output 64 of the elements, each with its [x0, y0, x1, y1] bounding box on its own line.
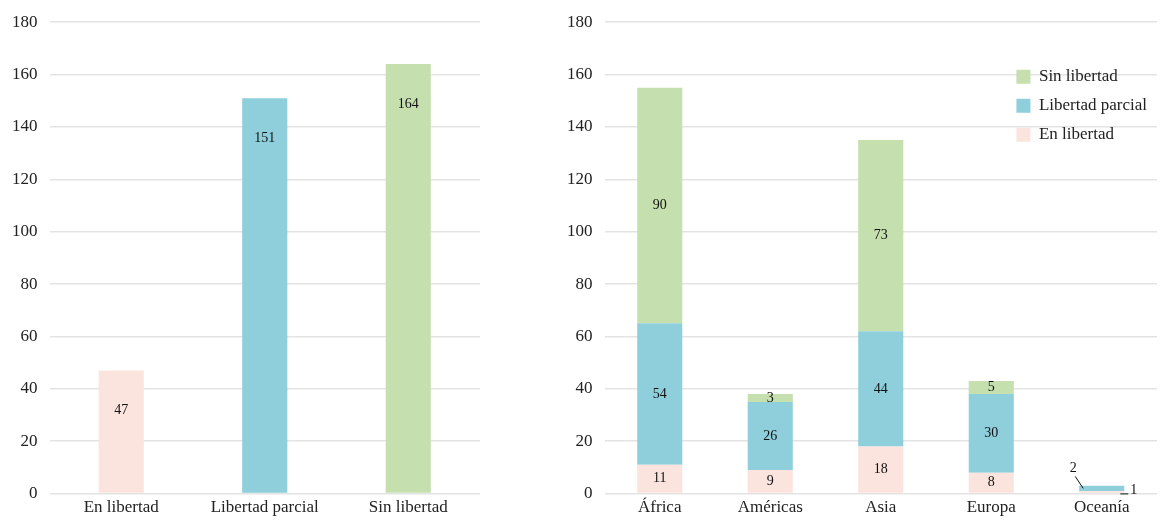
data-label: 9: [766, 473, 774, 489]
y-tick-label: 100: [12, 221, 38, 241]
data-label: 11: [653, 470, 667, 486]
data-label: 8: [987, 474, 995, 490]
y-tick-label: 180: [12, 11, 38, 31]
bar: [385, 64, 431, 493]
bar: [637, 323, 683, 465]
y-tick-label: 180: [567, 11, 593, 31]
data-label: 3: [766, 389, 774, 405]
x-tick-label: Oceanía: [1073, 497, 1131, 517]
y-tick-label: 60: [575, 325, 593, 345]
data-label: 90: [652, 197, 667, 213]
x-tick-label: Europa: [966, 497, 1017, 517]
legend-label: En libertad: [1038, 124, 1115, 144]
bar: [747, 394, 793, 402]
y-tick-label: 140: [567, 116, 593, 136]
data-label: 44: [873, 380, 888, 396]
data-label: 54: [652, 385, 667, 401]
bar: [968, 394, 1014, 473]
data-label: 47: [114, 402, 129, 418]
bar: [637, 87, 683, 324]
data-label: 26: [763, 427, 778, 443]
data-label: 18: [873, 461, 888, 477]
y-tick-label: 0: [584, 483, 593, 503]
y-tick-label: 80: [20, 273, 38, 293]
data-label: 2: [1069, 460, 1077, 476]
data-label: 1: [1130, 481, 1138, 497]
y-tick-label: 160: [12, 64, 38, 84]
x-tick-label: En libertad: [83, 497, 160, 517]
data-label: 164: [397, 95, 419, 111]
bar: [1079, 485, 1125, 491]
y-tick-label: 40: [20, 378, 38, 398]
y-tick-label: 160: [567, 64, 593, 84]
bar: [858, 446, 904, 493]
x-tick-label: Asia: [865, 497, 897, 517]
bar: [98, 370, 144, 493]
x-tick-label: África: [638, 497, 682, 517]
x-tick-label: Libertad parcial: [210, 497, 320, 517]
y-tick-label: 80: [575, 273, 593, 293]
x-tick-label: Américas: [737, 497, 803, 517]
data-label: 151: [254, 129, 276, 145]
y-tick-label: 40: [575, 378, 593, 398]
bar: [637, 464, 683, 493]
y-tick-label: 20: [20, 430, 38, 450]
y-tick-label: 140: [12, 116, 38, 136]
data-label: 30: [984, 425, 999, 441]
bar: [747, 401, 793, 471]
y-tick-label: 100: [567, 221, 593, 241]
y-tick-label: 60: [20, 325, 38, 345]
bar: [968, 472, 1014, 493]
bar: [858, 140, 904, 332]
y-tick-label: 0: [29, 483, 38, 503]
bar: [747, 470, 793, 493]
y-tick-label: 20: [575, 430, 593, 450]
legend-label: Libertad parcial: [1038, 95, 1148, 115]
bar: [242, 98, 288, 493]
legend-label: Sin libertad: [1038, 66, 1119, 86]
data-label: 73: [873, 227, 888, 243]
y-tick-label: 120: [567, 168, 593, 188]
bar: [968, 380, 1014, 395]
x-tick-label: Sin libertad: [368, 497, 449, 517]
bar: [858, 331, 904, 447]
data-label: 5: [987, 379, 995, 395]
y-tick-label: 120: [12, 168, 38, 188]
